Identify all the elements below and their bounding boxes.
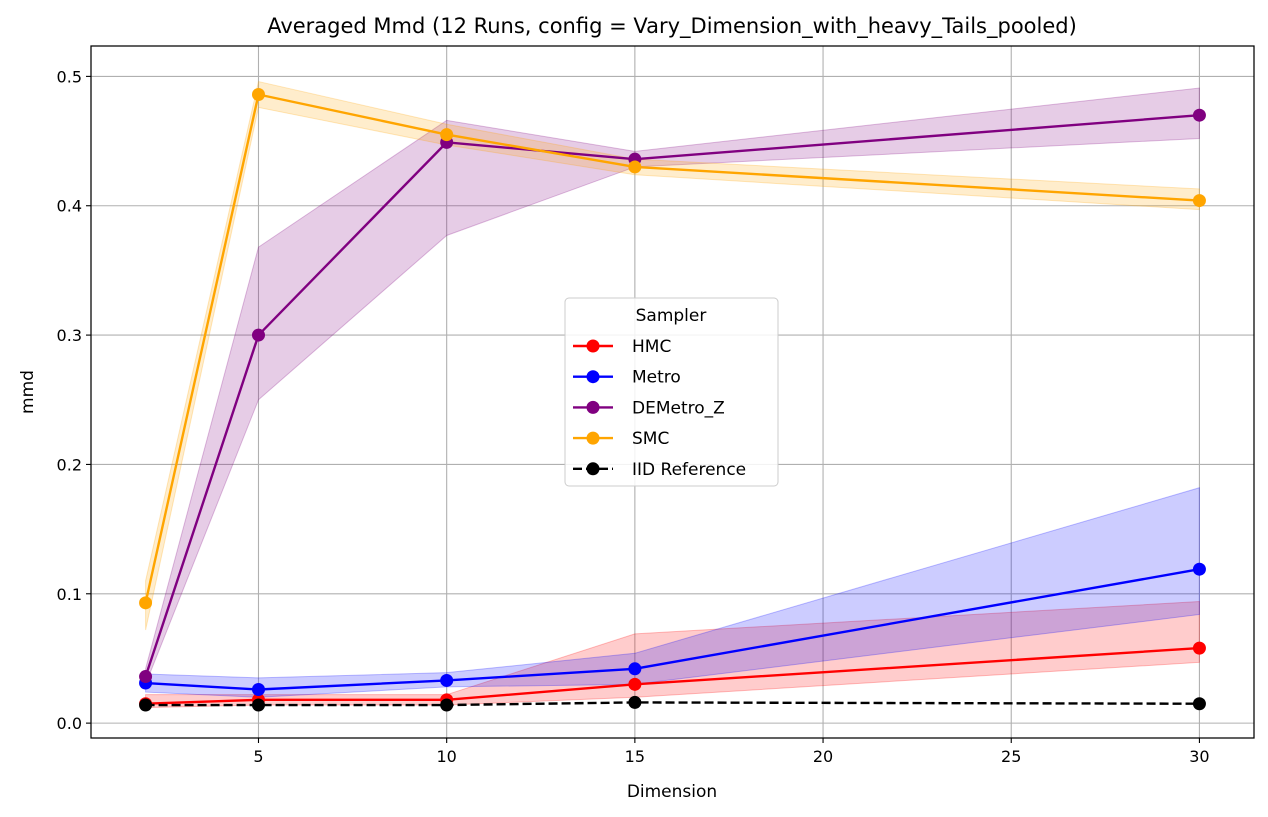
legend-box [564,297,779,487]
confidence-bands [145,80,1200,709]
legend-title: Sampler [636,306,707,326]
legend-smc-marker [586,431,600,445]
iid-reference-point [139,698,153,712]
y-tick-label: 0.5 [57,67,82,86]
legend-metro-label: Metro [632,368,681,388]
x-tick-label: 5 [253,747,263,766]
y-axis-ticks: 0.0 0.1 0.2 0.3 0.4 0.5 [57,67,91,733]
x-tick-label: 10 [436,747,456,766]
iid-reference-point [440,698,454,712]
legend-metro-marker [586,370,600,384]
metro-point [1192,562,1206,576]
y-tick-label: 0.1 [57,585,82,604]
smc-point [1192,194,1206,208]
metro-point [251,682,265,696]
x-axis-ticks: 5 10 15 20 25 30 [253,738,1210,766]
legend-iid-reference-label: IID Reference [632,460,746,480]
plot-frame [90,45,1255,739]
x-axis-label: Dimension [627,782,717,802]
legend-iid-reference-marker [586,462,600,476]
x-tick-label: 30 [1189,747,1209,766]
legend-hmc-marker [586,339,600,353]
smc-point [628,160,642,174]
demetro-z-point [1192,108,1206,122]
y-tick-label: 0.4 [57,197,82,216]
iid-reference-point [628,695,642,709]
legend: Sampler HMC Metro DEMetro_Z SMC IID Referenc… [564,297,779,487]
legend-demetro-z-label: DEMetro_Z [632,398,725,418]
legend-smc-label: SMC [632,429,669,449]
smc-band [145,80,1200,631]
iid-reference-point [1192,697,1206,711]
y-axis-label: mmd [18,370,38,414]
x-tick-label: 25 [1001,747,1021,766]
smc-point [440,128,454,142]
metro-point [628,662,642,676]
hmc-point [1192,641,1206,655]
metro-point [440,673,454,687]
metro-band [145,487,1200,698]
chart-title: Averaged Mmd (12 Runs, config = Vary_Dim… [267,14,1077,39]
y-tick-label: 0.0 [57,714,82,733]
demetro-z-point [251,328,265,342]
legend-demetro-z-marker [586,400,600,414]
x-tick-label: 20 [813,747,833,766]
smc-point [139,596,153,610]
series-points [139,88,1206,712]
hmc-point [628,677,642,691]
hmc-band [145,601,1200,709]
demetro-z-band [145,87,1200,685]
smc-point [251,88,265,102]
iid-reference-point [251,698,265,712]
y-tick-label: 0.2 [57,455,82,474]
y-tick-label: 0.3 [57,326,82,345]
legend-hmc-label: HMC [632,337,671,357]
demetro-z-point [139,670,153,684]
x-tick-label: 15 [625,747,645,766]
